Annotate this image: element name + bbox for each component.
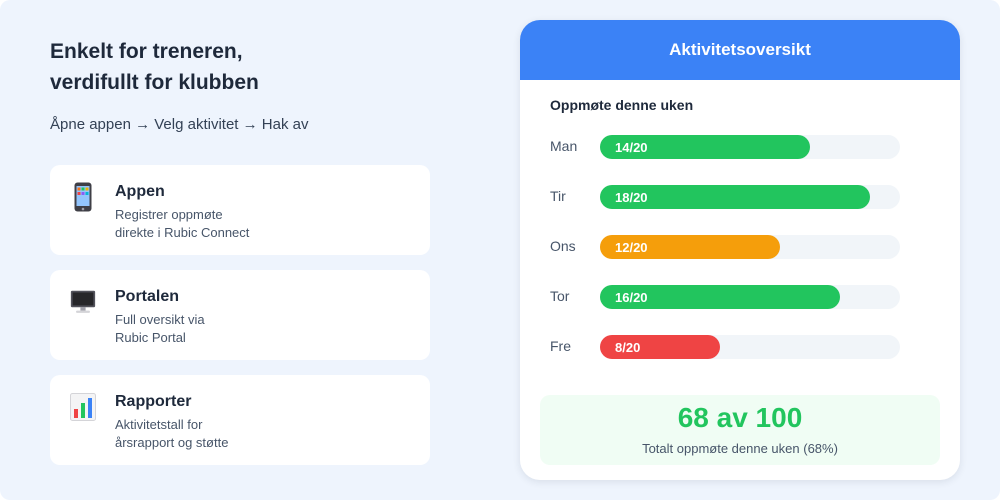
- attendance-bar-label: 18/20: [615, 190, 648, 205]
- feature-description: Aktivitetstall for årsrapport og støtte: [115, 416, 395, 452]
- headline-line-2: verdifullt for klubben: [50, 71, 259, 94]
- day-label: Tir: [550, 188, 566, 204]
- summary-value: 68 av 100: [677, 402, 803, 433]
- attendance-bar-label: 12/20: [615, 240, 648, 255]
- attendance-bar-track: 18/20: [600, 185, 900, 209]
- desktop-computer-icon: [70, 286, 96, 318]
- feature-description-line: Registrer oppmøte: [115, 207, 223, 222]
- attendance-bar-track: 8/20: [600, 335, 900, 359]
- attendance-bar: 14/20: [600, 135, 810, 159]
- attendance-bar: 18/20: [600, 185, 870, 209]
- feature-description-line: Rubic Portal: [115, 330, 186, 345]
- feature-card-portal: Portalen Full oversikt via Rubic Portal: [50, 270, 430, 360]
- attendance-bar-label: 14/20: [615, 140, 648, 155]
- attendance-bar: 8/20: [600, 335, 720, 359]
- attendance-bar-track: 12/20: [600, 235, 900, 259]
- workflow-subtitle: Åpne appen → Velg aktivitet → Hak av: [50, 116, 309, 133]
- panel-title: Aktivitetsoversikt: [669, 40, 811, 59]
- attendance-row: Ons 12/20: [550, 235, 910, 259]
- feature-description-line: Aktivitetstall for: [115, 417, 203, 432]
- bar-chart-icon: [70, 391, 96, 423]
- feature-title: Portalen: [115, 288, 180, 305]
- attendance-row: Fre 8/20: [550, 335, 910, 359]
- attendance-bar-label: 16/20: [615, 290, 648, 305]
- feature-description: Full oversikt via Rubic Portal: [115, 311, 395, 347]
- feature-description-line: Full oversikt via: [115, 312, 205, 327]
- feature-description-line: årsrapport og støtte: [115, 435, 229, 450]
- attendance-row: Tor 16/20: [550, 285, 910, 309]
- attendance-bar: 12/20: [600, 235, 780, 259]
- feature-card-app: Appen Registrer oppmøte direkte i Rubic …: [50, 165, 430, 255]
- feature-card-reports: Rapporter Aktivitetstall for årsrapport …: [50, 375, 430, 465]
- page-headline: Enkelt for treneren, verdifullt for klub…: [50, 36, 259, 98]
- feature-title: Rapporter: [115, 393, 192, 410]
- attendance-bar-track: 14/20: [600, 135, 900, 159]
- attendance-bar-label: 8/20: [615, 340, 641, 355]
- feature-description: Registrer oppmøte direkte i Rubic Connec…: [115, 206, 395, 242]
- mobile-phone-icon: [70, 181, 96, 213]
- feature-description-line: direkte i Rubic Connect: [115, 225, 250, 240]
- panel-header: Aktivitetsoversikt: [520, 20, 960, 80]
- headline-line-1: Enkelt for treneren,: [50, 40, 243, 63]
- attendance-row: Man 14/20: [550, 135, 910, 159]
- day-label: Fre: [550, 338, 571, 354]
- feature-title: Appen: [115, 183, 165, 200]
- attendance-row: Tir 18/20: [550, 185, 910, 209]
- day-label: Man: [550, 138, 578, 154]
- activity-overview-panel: Aktivitetsoversikt Oppmøte denne uken Ma…: [520, 20, 960, 480]
- day-label: Ons: [550, 238, 576, 254]
- day-label: Tor: [550, 288, 570, 304]
- attendance-bar: 16/20: [600, 285, 840, 309]
- attendance-summary: 68 av 100 Totalt oppmøte denne uken (68%…: [540, 395, 940, 465]
- attendance-bar-track: 16/20: [600, 285, 900, 309]
- attendance-section-title: Oppmøte denne uken: [550, 97, 694, 113]
- summary-label: Totalt oppmøte denne uken (68%): [642, 441, 838, 456]
